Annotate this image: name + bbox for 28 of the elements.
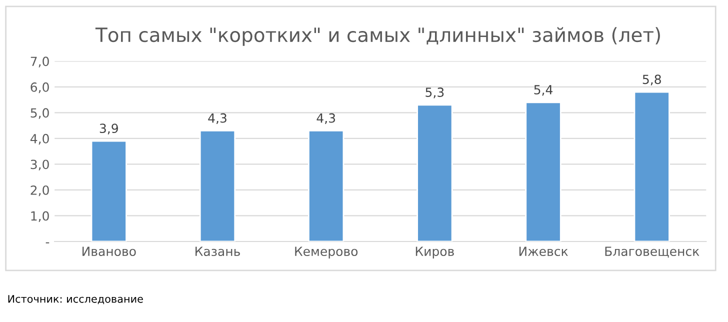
data-label: 4,3: [208, 113, 226, 124]
y-tick-label: 7,0: [30, 56, 49, 68]
y-tick-label: 5,0: [30, 108, 49, 119]
bar: [634, 91, 670, 242]
bar: [199, 130, 236, 242]
x-tick-label: Киров: [416, 246, 454, 258]
y-tick-label: 4,0: [30, 134, 49, 145]
data-label: 5,4: [534, 85, 553, 96]
bar: [525, 102, 562, 242]
text: Источник: исследование: [8, 295, 143, 304]
bar: [90, 140, 127, 242]
x-tick-label: Ижевск: [519, 246, 568, 256]
data-label: 3,9: [100, 124, 118, 134]
y-tick-label: 1,0: [31, 211, 49, 222]
x-tick-label: Благовещенск: [605, 246, 700, 258]
y-tick-label: 6,0: [30, 82, 49, 94]
data-label: 4,3: [316, 113, 336, 124]
bar: [416, 104, 453, 242]
y-tick-label: 2,0: [30, 185, 49, 196]
bar: [308, 130, 344, 242]
data-label: 5,8: [642, 74, 661, 86]
x-tick-label: Казань: [196, 246, 240, 256]
x-tick-label: Иваново: [82, 246, 136, 256]
chart-title: Топ самых "коротких" и самых "длинных" займов (лет): [95, 27, 660, 46]
data-label: 5,3: [426, 88, 444, 98]
y-tick-label: 3,0: [30, 160, 49, 170]
y-tick-label: -: [46, 242, 50, 244]
x-tick-label: Кемерово: [295, 246, 358, 258]
